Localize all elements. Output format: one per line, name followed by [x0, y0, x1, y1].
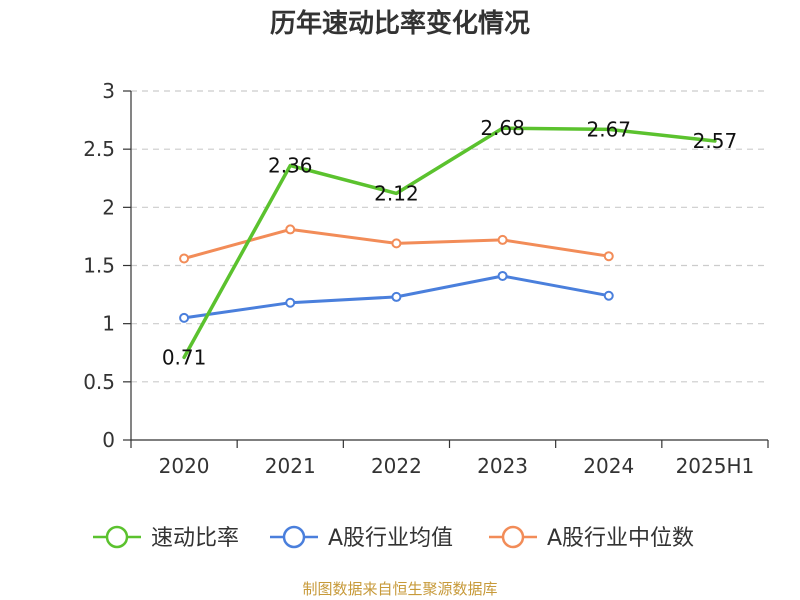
x-tick-label: 2022: [371, 454, 422, 478]
data-point[interactable]: [391, 291, 402, 302]
data-point[interactable]: [497, 270, 508, 281]
series-lines: [179, 126, 717, 360]
legend-marker-icon: [282, 525, 306, 549]
legend: 速动比率 A股行业均值 A股行业中位数: [93, 525, 694, 551]
legend-marker-icon: [105, 525, 129, 549]
legend-item[interactable]: 速动比率: [93, 525, 239, 551]
data-point[interactable]: [497, 234, 508, 245]
x-tick-label: 2025H1: [676, 454, 755, 478]
x-tick-label: 2023: [477, 454, 528, 478]
legend-label: 速动比率: [151, 526, 239, 551]
series-0: [182, 126, 717, 360]
legend-label: A股行业中位数: [547, 526, 694, 551]
y-tick-label: 1.5: [83, 254, 115, 278]
grid-lines: [131, 90, 768, 383]
data-point[interactable]: [603, 251, 614, 262]
series-1: [179, 270, 614, 323]
legend-label: A股行业均值: [328, 526, 453, 551]
y-tick-label: 2.5: [83, 137, 115, 161]
data-point[interactable]: [285, 297, 296, 308]
legend-item[interactable]: A股行业均值: [270, 525, 453, 551]
series-line: [182, 126, 717, 360]
series-2: [179, 224, 614, 264]
x-tick-label: 2021: [265, 454, 316, 478]
chart-title: 历年速动比率变化情况: [270, 8, 530, 39]
data-label: 0.71: [162, 345, 207, 369]
data-label: 2.68: [480, 116, 525, 140]
legend-item[interactable]: A股行业中位数: [489, 525, 694, 551]
data-label: 2.67: [586, 117, 631, 141]
data-point[interactable]: [179, 253, 190, 264]
y-tick-label: 1: [102, 312, 115, 336]
data-label: 2.57: [693, 129, 738, 153]
y-tick-label: 3: [102, 79, 115, 103]
data-point[interactable]: [391, 238, 402, 249]
axes: 0 0.5 1 1.5 2 2.5 3 2020 2021 2022 2023 2024 2025H1: [83, 79, 769, 478]
y-tick-label: 2: [102, 195, 115, 219]
data-label: 2.12: [374, 181, 419, 205]
data-point[interactable]: [179, 312, 190, 323]
x-tick-label: 2020: [159, 454, 210, 478]
data-point[interactable]: [285, 224, 296, 235]
y-tick-label: 0: [102, 428, 115, 452]
legend-marker-icon: [501, 525, 525, 549]
x-tick-label: 2024: [583, 454, 634, 478]
data-point[interactable]: [603, 290, 614, 301]
data-labels: 0.71 2.36 2.12 2.68 2.67 2.57: [162, 116, 737, 369]
y-tick-label: 0.5: [83, 370, 115, 394]
source-note: 制图数据来自恒生聚源数据库: [302, 580, 497, 598]
data-label: 2.36: [268, 153, 313, 177]
